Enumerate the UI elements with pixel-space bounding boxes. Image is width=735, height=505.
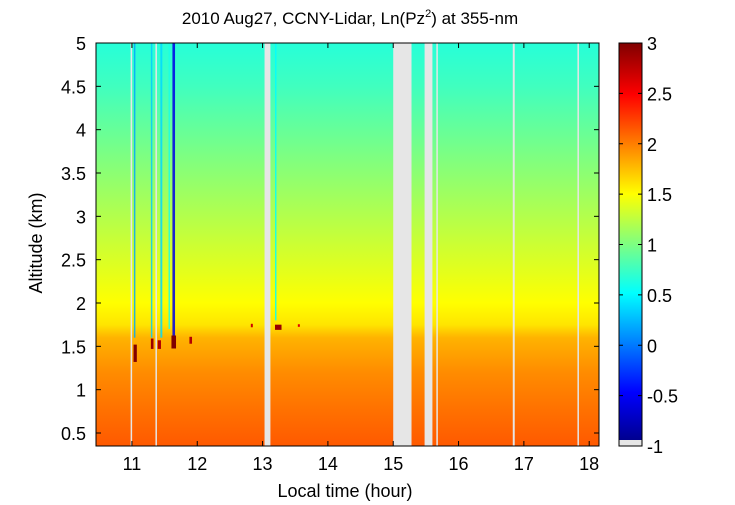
cloud-streak [274,43,277,321]
y-tick-label: 0.5 [61,424,86,444]
x-tick-label: 14 [318,454,338,474]
x-tick-label: 13 [253,454,273,474]
y-tick-label: 3 [76,207,86,227]
y-tick-label: 5 [76,34,86,54]
x-tick-label: 18 [579,454,599,474]
y-axis-label: Altitude (km) [26,192,46,293]
colorbar-tick-label: 0.5 [647,286,672,306]
data-gap [436,43,438,446]
data-gap [512,43,515,446]
x-tick-label: 16 [449,454,469,474]
colorbar-missing-swatch [619,440,642,446]
x-tick-label: 15 [383,454,403,474]
colorbar-tick-label: 3 [647,34,657,54]
colorbar-gradient [619,43,642,440]
data-gap [577,43,579,446]
cloud-streak [160,43,163,338]
colorbar-tick-label: 1 [647,236,657,256]
cloud-streak [133,43,136,338]
title-suffix: ) at 355-nm [431,9,518,28]
y-tick-label: 2.5 [61,251,86,271]
x-tick-label: 11 [123,454,142,474]
backscatter-patch [157,340,161,349]
colorbar-tick-label: 0 [647,336,657,356]
x-tick-label: 17 [514,454,534,474]
colorbar-tick-label: -0.5 [647,387,678,407]
backscatter-patch [297,324,300,327]
x-tick-label: 12 [187,454,207,474]
data-gap [130,43,133,446]
backscatter-patch [189,336,193,344]
data-gap [424,43,433,446]
y-tick-label: 1 [76,381,86,401]
cloud-streak [172,43,176,338]
y-tick-label: 2 [76,294,86,314]
x-axis-label: Local time (hour) [277,481,412,501]
y-tick-label: 3.5 [61,164,86,184]
backscatter-patch [150,338,154,349]
colorbar-tick-label: 2 [647,135,657,155]
y-tick-label: 4 [76,121,86,141]
backscatter-patch [250,323,253,328]
chart-title: 2010 Aug27, CCNY-Lidar, Ln(Pz2) at 355-n… [182,8,518,28]
cloud-streak [150,43,153,338]
title-superscript: 2 [425,8,431,20]
colorbar-tick-label: 1.5 [647,185,672,205]
y-tick-label: 1.5 [61,337,86,357]
colorbar: -1 -0.5 0 0.5 1 1.5 2 2.5 3 [618,34,678,457]
colorbar-ticks: -1 -0.5 0 0.5 1 1.5 2 2.5 3 [619,34,678,457]
data-gap [155,43,157,446]
plot-area [95,42,600,447]
plot-frame [95,42,600,447]
colorbar-tick-label: -1 [647,437,663,457]
cloud-streak [168,43,171,329]
backscatter-patch [133,344,137,362]
backscatter-patch [171,335,177,349]
data-gap [393,43,412,446]
x-axis: 11 12 13 14 15 16 17 18 [123,43,599,474]
y-axis: 0.5 1 1.5 2 2.5 3 3.5 4 4.5 5 [61,34,599,444]
data-gap [264,43,271,446]
y-tick-label: 4.5 [61,77,86,97]
colorbar-tick-label: 2.5 [647,84,672,104]
backscatter-patch [274,324,282,330]
heatmap-background [96,43,599,446]
